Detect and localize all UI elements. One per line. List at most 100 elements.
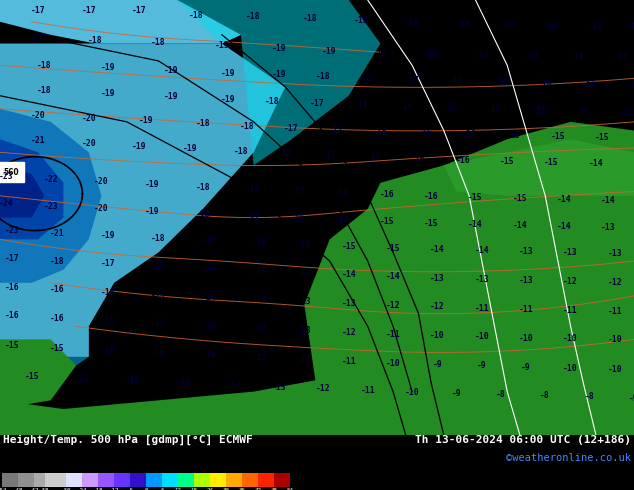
FancyBboxPatch shape [162,473,178,488]
Text: -16: -16 [398,102,413,112]
Text: -10: -10 [607,335,623,344]
Text: -23: -23 [0,172,14,181]
Text: -16: -16 [626,81,634,90]
Text: -14: -14 [202,322,217,331]
Text: -15: -15 [531,106,547,116]
Text: -19: -19 [354,16,369,25]
Text: -10: -10 [474,332,489,341]
Polygon shape [0,270,89,400]
Text: -18: -18 [303,14,318,23]
Text: -15: -15 [24,372,39,381]
Text: -6: -6 [127,488,134,490]
Text: -18: -18 [37,86,52,95]
Text: 18: 18 [190,488,198,490]
Text: -13: -13 [519,247,534,256]
Text: -15: -15 [424,219,439,228]
Text: -10: -10 [607,365,623,374]
Text: -19: -19 [138,117,153,125]
Text: -14: -14 [601,196,616,205]
Text: 0: 0 [145,488,148,490]
Text: -14: -14 [341,270,356,279]
Text: -18: -18 [474,51,489,60]
Text: ©weatheronline.co.uk: ©weatheronline.co.uk [506,453,631,463]
Text: -17: -17 [322,151,337,160]
Text: -16: -16 [335,216,350,225]
Text: -20: -20 [94,177,109,186]
FancyBboxPatch shape [194,473,210,488]
Text: -13: -13 [252,353,268,362]
Text: -14: -14 [202,351,217,360]
Text: -13: -13 [563,248,578,257]
FancyBboxPatch shape [2,473,18,488]
Text: -16: -16 [49,314,65,323]
Text: -18: -18 [195,210,210,219]
Text: -17: -17 [328,126,344,135]
Text: -17: -17 [354,101,369,110]
Text: -15: -15 [379,218,394,226]
Text: 560: 560 [3,168,19,177]
Text: -17: -17 [309,98,325,108]
Text: -16: -16 [487,105,502,114]
Text: -18: -18 [87,36,103,45]
Text: -15: -15 [151,291,166,299]
Text: -48: -48 [13,488,23,490]
Text: -18: -18 [233,147,249,156]
Text: -9: -9 [629,393,634,403]
Text: -15: -15 [620,108,634,117]
Text: -17: -17 [30,34,46,43]
FancyBboxPatch shape [34,473,44,488]
Polygon shape [0,109,101,283]
FancyBboxPatch shape [258,473,274,488]
Text: -18: -18 [246,185,261,194]
Text: -19: -19 [221,69,236,77]
Text: -16: -16 [49,285,65,294]
Text: -23: -23 [5,226,20,235]
FancyBboxPatch shape [242,473,258,488]
Text: -11: -11 [563,306,578,315]
Polygon shape [0,340,76,409]
Text: -16: -16 [538,79,553,88]
Text: -18: -18 [316,72,331,81]
Text: -19: -19 [455,20,470,28]
FancyBboxPatch shape [66,473,82,488]
Text: -14: -14 [227,381,242,390]
Text: -9: -9 [477,362,487,370]
Text: -19: -19 [145,207,160,216]
Text: 24: 24 [207,488,214,490]
Text: 12: 12 [174,488,181,490]
Text: 42: 42 [254,488,261,490]
Text: -19: -19 [544,22,559,30]
FancyBboxPatch shape [178,473,194,488]
Text: -15: -15 [500,157,515,167]
Text: -16: -16 [443,104,458,113]
Text: -16: -16 [417,129,432,138]
Text: -18: -18 [195,183,210,192]
Text: -17: -17 [569,53,585,62]
Text: -15: -15 [576,107,591,116]
Text: -9: -9 [521,363,531,372]
Text: -16: -16 [455,156,470,165]
Text: -19: -19 [221,95,236,104]
Text: -18: -18 [93,488,103,490]
Text: -16: -16 [202,265,217,273]
Text: -18: -18 [373,49,388,58]
Text: -22: -22 [43,175,58,184]
Text: -18: -18 [588,22,604,30]
Text: -17: -17 [246,212,261,221]
Text: -16: -16 [176,378,191,388]
Polygon shape [0,139,63,239]
Text: -15: -15 [5,341,20,350]
Text: -11: -11 [341,357,356,366]
Text: -17: -17 [100,259,115,268]
Text: -14: -14 [468,220,483,229]
Text: 30: 30 [223,488,230,490]
Text: -13: -13 [252,324,268,333]
FancyBboxPatch shape [210,473,226,488]
Text: -12: -12 [430,302,445,311]
Text: -17: -17 [290,187,306,196]
Text: -14: -14 [557,195,572,204]
Polygon shape [0,366,634,435]
Text: 48: 48 [271,488,278,490]
FancyBboxPatch shape [114,473,130,488]
Text: -18: -18 [151,234,166,243]
